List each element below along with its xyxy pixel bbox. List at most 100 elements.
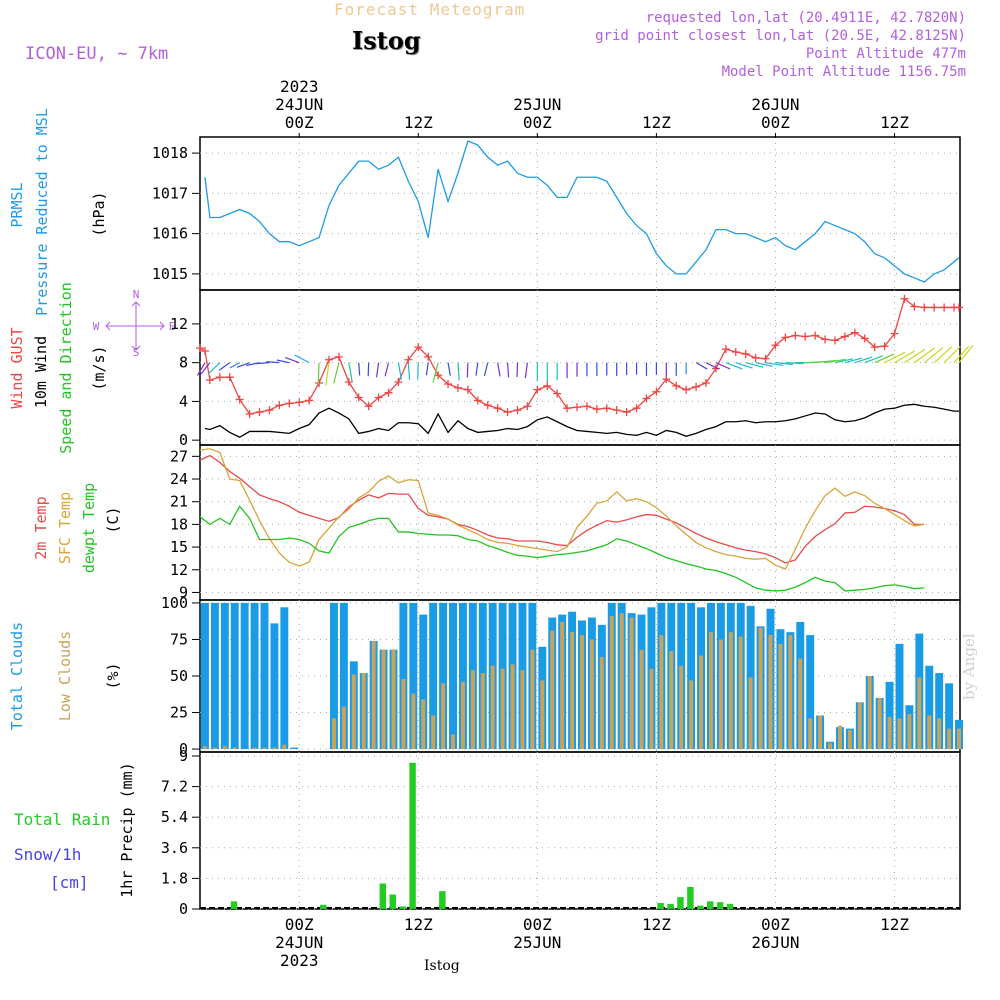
rain-bar [379, 883, 387, 909]
wind-direction-arrow [255, 362, 270, 365]
pressure-panel: 1015 1016 1017 1018 [152, 136, 961, 291]
total-cloud-bar [329, 602, 338, 750]
low-cloud-bar [520, 670, 525, 750]
gust-marker [940, 303, 949, 312]
gust-marker [821, 335, 830, 344]
wind-tick-label: 4 [179, 392, 188, 410]
wind-direction-arrow [874, 353, 895, 364]
gust-marker [275, 401, 284, 410]
gust-marker [801, 332, 810, 341]
gust-marker [414, 343, 423, 352]
low-cloud-bar [480, 673, 485, 750]
wind-direction-arrow [958, 345, 974, 364]
wind-direction-arrow [276, 359, 290, 364]
gust-marker [200, 347, 209, 356]
wind-gust-line [199, 297, 960, 415]
total-cloud-bar [895, 643, 904, 750]
low-cloud-bar [341, 706, 346, 750]
wind-direction-arrow [824, 358, 846, 364]
wind-direction-arrow [466, 362, 469, 378]
low-cloud-bar [718, 639, 723, 750]
gust-marker [840, 332, 849, 341]
wind-label-unit: (m/s) [90, 345, 108, 390]
temperature-tick-label: 15 [170, 538, 188, 556]
top-time-label: 00Z [761, 113, 790, 132]
wind-direction-arrow [266, 361, 280, 364]
gust-marker [315, 379, 324, 387]
wind-direction-arrow [425, 362, 429, 376]
rain-bar [320, 904, 327, 909]
wind-tick-label: 12 [170, 315, 188, 333]
wind-tick-label: 8 [179, 354, 188, 372]
prmsl-line [204, 140, 960, 283]
gust-marker [533, 385, 542, 394]
low-cloud-bar [659, 635, 664, 750]
total-cloud-bar [935, 673, 944, 750]
total-cloud-bar [687, 602, 696, 750]
wind-panel: 0 4 8 12 [170, 289, 961, 449]
gust-marker [761, 354, 770, 363]
low-cloud-bar [232, 747, 237, 750]
low-cloud-bar [589, 639, 594, 750]
low-cloud-bar [619, 613, 624, 750]
total-cloud-bar [240, 602, 249, 750]
temperature-tick-label: 12 [170, 561, 188, 579]
gust-marker [672, 381, 681, 390]
gust-marker [453, 383, 462, 392]
wind-direction-arrow [524, 362, 529, 379]
gust-marker [285, 399, 294, 408]
gust-marker [463, 385, 472, 394]
wind-direction-arrow [457, 362, 460, 381]
precip-tick-label: 5.4 [161, 808, 188, 826]
precip-label-snow: Snow/1h [14, 845, 81, 864]
temperature-tick-label: 24 [170, 470, 188, 488]
temp-2m-line [199, 454, 925, 564]
total-cloud-bar [409, 602, 418, 750]
gust-marker [880, 342, 889, 351]
low-cloud-bar [917, 677, 922, 750]
wind-direction-arrow [785, 362, 804, 365]
clouds-tick-label: 0 [179, 740, 188, 758]
gust-marker [890, 329, 899, 338]
low-cloud-bar [907, 714, 912, 750]
pressure-tick-label: 1018 [152, 144, 188, 162]
rain-bar [687, 886, 694, 909]
temperature-panel: 9 12 15 18 21 24 27 [170, 444, 961, 601]
wind-direction-arrow [506, 362, 510, 378]
gust-marker [652, 387, 661, 396]
model-name: ICON-EU, ~ 7km [25, 44, 169, 64]
bottom-time-label: 00Z [523, 915, 552, 934]
low-cloud-bar [758, 627, 763, 750]
low-cloud-bar [451, 734, 455, 750]
total-cloud-bar [280, 607, 289, 750]
low-cloud-bar [699, 655, 704, 750]
gust-marker [196, 344, 204, 353]
gust-marker [920, 303, 929, 312]
bottom-time-label: 00Z [761, 915, 790, 934]
clouds-panel: 0 25 50 75 100 [161, 594, 961, 758]
temperature-tick-label: 27 [170, 447, 188, 465]
wind-direction-arrow [197, 362, 206, 376]
wind-direction-arrow [745, 362, 764, 368]
pressure-frame [199, 136, 961, 291]
gust-marker [721, 345, 730, 354]
gust-marker [384, 388, 393, 397]
low-cloud-bar [877, 697, 882, 750]
low-cloud-bar [460, 681, 465, 750]
clouds-tick-label: 25 [170, 704, 188, 722]
wind-direction-arrow [497, 362, 501, 377]
clouds-tick-label: 50 [170, 667, 188, 685]
low-cloud-bar [560, 621, 565, 750]
wind-direction-arrow [285, 357, 300, 364]
gust-marker [910, 302, 919, 311]
total-cloud-bar [439, 602, 448, 750]
total-cloud-bar [339, 602, 348, 750]
top-time-label: 12Z [642, 113, 671, 132]
low-cloud-bar [490, 665, 495, 750]
wind-direction-arrow [844, 357, 863, 364]
temperature-tick-label: 9 [179, 583, 188, 601]
low-cloud-bar [649, 668, 654, 750]
low-cloud-bar [421, 699, 426, 750]
temp-label-sfc: SFC Temp [56, 492, 74, 564]
